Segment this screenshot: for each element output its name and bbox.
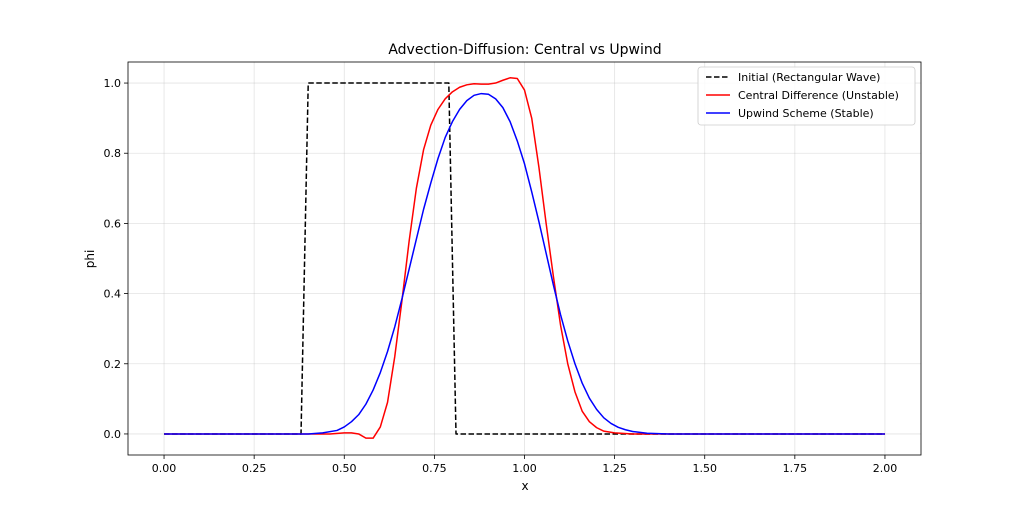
- chart-title: Advection-Diffusion: Central vs Upwind: [388, 42, 661, 58]
- y-tick-label: 0.2: [104, 358, 122, 371]
- legend: Initial (Rectangular Wave) Central Differ…: [697, 66, 916, 126]
- legend-label: Initial (Rectangular Wave): [738, 71, 880, 84]
- series-line-3: [164, 92, 885, 435]
- legend-label: Upwind Scheme (Stable): [738, 107, 874, 120]
- y-tick-label: 0.6: [104, 217, 122, 230]
- x-axis: 0.00 0.25 0.50 0.75 1.00 1.25 1.50 1.75 2.00: [152, 455, 897, 475]
- x-tick-label: 1.00: [512, 462, 537, 475]
- y-axis-label: phi: [83, 250, 97, 269]
- x-tick-label: 0.00: [152, 462, 177, 475]
- x-tick-label: 0.75: [422, 462, 447, 475]
- x-axis-label: x: [521, 479, 528, 493]
- x-tick-label: 1.75: [783, 462, 808, 475]
- plot-background: [128, 62, 921, 455]
- plot-area: [127, 61, 922, 456]
- legend-box: [697, 66, 916, 126]
- x-tick-label: 2.00: [873, 462, 898, 475]
- y-tick-label: 0.4: [104, 288, 122, 301]
- x-tick-label: 0.50: [332, 462, 357, 475]
- x-tick-label: 1.50: [692, 462, 717, 475]
- series-layer: [164, 77, 885, 439]
- y-tick-label: 0.8: [104, 147, 122, 160]
- grid: [128, 62, 921, 455]
- y-axis: 0.0 0.2 0.4 0.6 0.8 1.0: [104, 77, 128, 441]
- x-tick-label: 0.25: [242, 462, 267, 475]
- x-tick-label: 1.25: [602, 462, 627, 475]
- series-line-2: [164, 77, 885, 439]
- y-tick-label: 0.0: [104, 428, 122, 441]
- y-tick-label: 1.0: [104, 77, 122, 90]
- legend-label: Central Difference (Unstable): [738, 89, 899, 102]
